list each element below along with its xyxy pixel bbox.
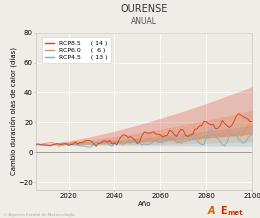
X-axis label: Año: Año (138, 201, 151, 206)
Text: met: met (228, 210, 243, 216)
Legend: RCP8.5     ( 14 ), RCP6.0     (  6 ), RCP4.5     ( 13 ): RCP8.5 ( 14 ), RCP6.0 ( 6 ), RCP4.5 ( 13… (42, 37, 111, 63)
Text: A: A (208, 206, 216, 216)
Text: © Agencia Estatal de Meteorología: © Agencia Estatal de Meteorología (3, 213, 74, 217)
Text: OURENSE: OURENSE (121, 4, 168, 14)
Text: E: E (220, 206, 226, 216)
Text: ANUAL: ANUAL (131, 17, 157, 26)
Y-axis label: Cambio duración olas de calor (días): Cambio duración olas de calor (días) (9, 47, 17, 175)
